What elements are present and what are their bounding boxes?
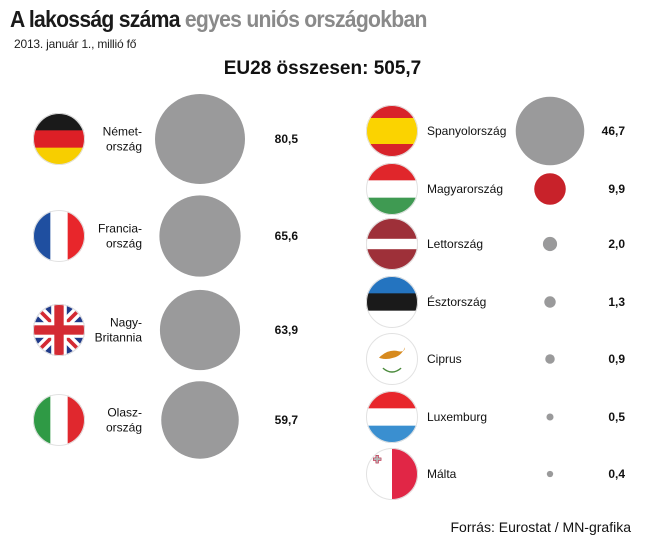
population-bubble [546, 470, 554, 478]
population-bubble [546, 413, 554, 421]
chart-subtitle: 2013. január 1., millió fő [14, 37, 137, 51]
country-label: Spanyolország [427, 124, 506, 138]
title-part-3: egyes uniós országokban [179, 6, 428, 32]
flag-uk-icon [33, 304, 85, 356]
value-label: 46,7 [602, 124, 626, 138]
flag-cyprus-icon [366, 333, 418, 385]
country-row: Luxemburg 0,5 [366, 391, 625, 443]
eu28-total: EU28 összesen: 505,7 [223, 58, 422, 79]
flag-germany-icon [33, 113, 85, 165]
country-row: Málta 0,4 [366, 448, 625, 500]
country-label: Nagy-Britannia [95, 316, 143, 345]
value-label: 0,5 [608, 410, 625, 424]
value-label: 59,7 [275, 413, 299, 427]
source-note: Forrás: Eurostat / MN-grafika [450, 519, 632, 535]
country-row: Észtország 1,3 [366, 276, 625, 328]
value-label: 0,9 [608, 352, 625, 366]
country-row: Francia-ország 65,6 [33, 195, 299, 277]
country-label: Lettország [427, 237, 483, 251]
value-label: 2,0 [608, 237, 625, 251]
flag-spain-icon [366, 105, 418, 157]
country-row: Magyarország 9,9 [366, 163, 625, 215]
value-label: 63,9 [275, 323, 299, 337]
flag-estonia-icon [366, 276, 418, 328]
country-label: Ciprus [427, 352, 462, 366]
flag-france-icon [33, 210, 85, 262]
population-bubble [515, 96, 585, 166]
country-row: Német-ország 80,5 [33, 94, 298, 184]
population-bubble [159, 289, 241, 371]
value-label: 80,5 [275, 132, 299, 146]
country-row: Ciprus 0,9 [366, 333, 625, 385]
country-label: Észtország [427, 294, 486, 309]
country-row: Olasz-ország 59,7 [33, 381, 298, 459]
flag-latvia-icon [366, 218, 418, 270]
country-label: Olasz-ország [106, 406, 142, 435]
country-label: Német-ország [103, 125, 142, 154]
flag-luxembourg-icon [366, 391, 418, 443]
population-bubble [161, 381, 239, 459]
flag-italy-icon [33, 394, 85, 446]
country-row: Spanyolország 46,7 [366, 96, 626, 166]
value-label: 1,3 [608, 295, 625, 309]
flag-hungary-icon [366, 163, 418, 215]
title-part-1: A [10, 6, 29, 32]
country-label: Francia-ország [98, 222, 142, 251]
country-label: Luxemburg [427, 410, 487, 424]
flag-malta-icon [366, 448, 418, 500]
country-label: Magyarország [427, 182, 503, 196]
value-label: 9,9 [608, 182, 625, 196]
population-bubble [542, 236, 558, 252]
value-label: 65,6 [275, 229, 299, 243]
population-bubble [534, 173, 566, 205]
country-row: Lettország 2,0 [366, 218, 625, 270]
value-label: 0,4 [608, 467, 625, 481]
country-label: Málta [427, 467, 457, 481]
population-bubble [155, 94, 245, 184]
population-bubble [159, 195, 241, 277]
country-row: Nagy-Britannia 63,9 [33, 289, 299, 371]
population-bubble [544, 296, 556, 308]
population-bubble [545, 354, 555, 364]
chart-title: A lakosság száma egyes uniós országokban [10, 6, 427, 32]
title-highlight: lakosság száma [28, 6, 181, 32]
